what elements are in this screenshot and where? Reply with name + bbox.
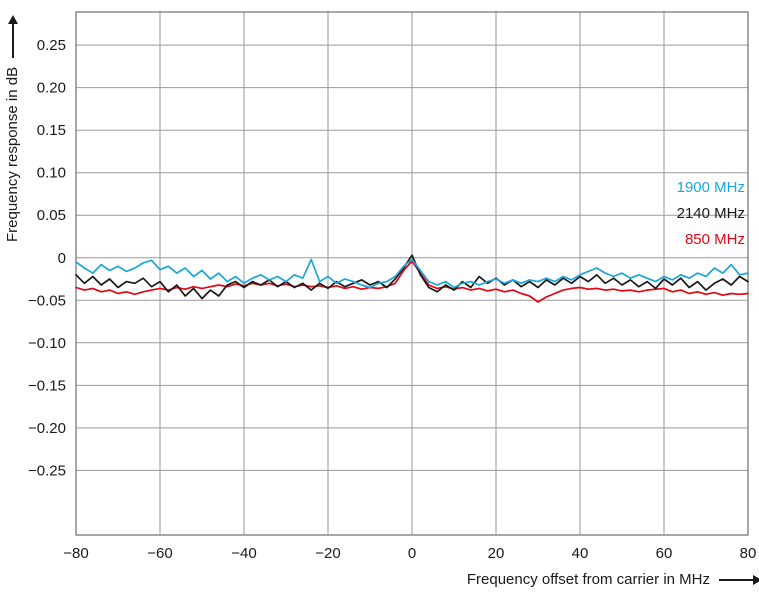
series-1900-mhz <box>75 258 749 289</box>
y-tick-label: 0.15 <box>37 122 66 139</box>
y-tick-label: −0.15 <box>28 377 66 394</box>
x-tick-label: 60 <box>656 545 673 562</box>
y-tick-label: 0.25 <box>37 37 66 54</box>
x-tick-label: −80 <box>63 545 88 562</box>
y-axis-title: Frequency response in dB <box>4 23 21 242</box>
x-tick-label: 80 <box>740 545 757 562</box>
gridlines <box>75 12 749 535</box>
x-tick-label: −40 <box>231 545 256 562</box>
y-axis-arrow-icon <box>11 23 14 58</box>
y-tick-label: −0.05 <box>28 292 66 309</box>
legend-item-1900mhz: 1900 MHz <box>676 179 745 196</box>
y-tick-label: 0.10 <box>37 165 66 182</box>
tick-labels: −80 −60 −40 −20 0 20 40 60 80 0.25 0.20 0.15 0.10 0.0… <box>28 37 756 562</box>
x-axis-arrow-icon <box>719 574 759 585</box>
y-tick-label: −0.25 <box>28 462 66 479</box>
x-tick-label: 20 <box>488 545 505 562</box>
y-tick-label: 0.20 <box>37 80 66 97</box>
x-tick-label: 0 <box>408 545 416 562</box>
legend-item-850mhz: 850 MHz <box>684 231 745 248</box>
y-tick-label: 0 <box>58 250 66 267</box>
x-tick-label: 40 <box>572 545 589 562</box>
y-tick-label: −0.10 <box>28 335 66 352</box>
x-tick-label: −60 <box>147 545 172 562</box>
x-tick-label: −20 <box>315 545 340 562</box>
series-2140-mhz <box>75 254 749 300</box>
x-axis-title-text: Frequency offset from carrier in MHz <box>466 571 710 588</box>
y-tick-label: −0.20 <box>28 420 66 437</box>
y-tick-label: 0.05 <box>37 207 66 224</box>
legend: 1900 MHz 2140 MHz 850 MHz <box>677 175 745 253</box>
series-850-mhz <box>75 260 749 303</box>
y-axis-title-text: Frequency response in dB <box>4 66 21 242</box>
x-axis-title: Frequency offset from carrier in MHz <box>466 571 759 588</box>
legend-item-2140mhz: 2140 MHz <box>676 205 745 222</box>
